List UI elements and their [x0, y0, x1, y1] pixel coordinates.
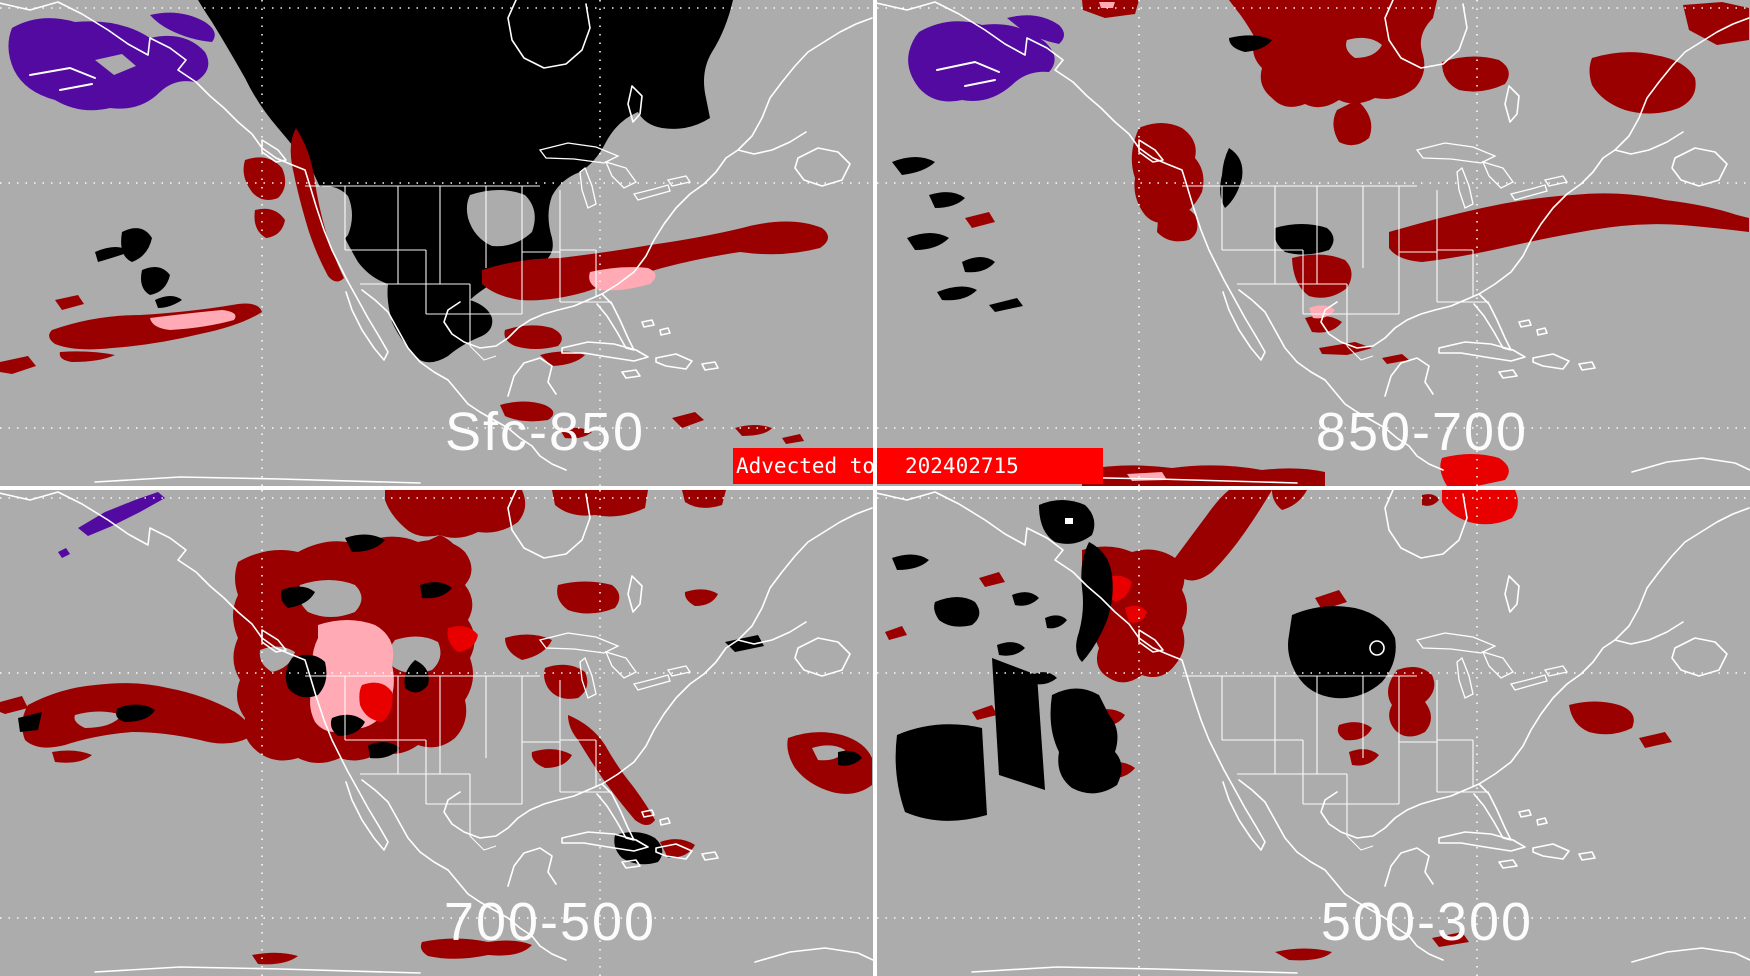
panel-850-700: 850-700 [877, 0, 1750, 486]
gray-pockets [1346, 37, 1382, 58]
dark-red-regions [965, 0, 1749, 486]
panel-700-500: 700-500 [0, 490, 873, 976]
panel-sfc-850: Sfc-850 [0, 0, 873, 486]
pink-regions [150, 267, 656, 330]
purple-regions [908, 15, 1064, 102]
panel-label-500-300: 500-300 [1321, 892, 1533, 952]
advected-banner-label: Advected to [733, 448, 873, 484]
panel-label-850-700: 850-700 [1316, 402, 1528, 462]
panel-label-700-500: 700-500 [444, 892, 656, 952]
panel-500-300: 500-300 [877, 490, 1750, 976]
black-regions [892, 500, 1396, 821]
panel-label-sfc-850: Sfc-850 [445, 402, 645, 462]
black-regions [892, 35, 1334, 312]
bright-red-regions [1440, 454, 1509, 486]
advected-banner-timestamp: 202402715 [877, 448, 1103, 484]
purple-regions [8, 12, 215, 111]
dark-red-regions [0, 128, 829, 444]
bright-red-regions [359, 626, 478, 722]
dark-red-regions [0, 490, 872, 965]
marker-overlays [1065, 518, 1385, 656]
gray-pockets [311, 186, 535, 247]
purple-regions [58, 492, 165, 558]
